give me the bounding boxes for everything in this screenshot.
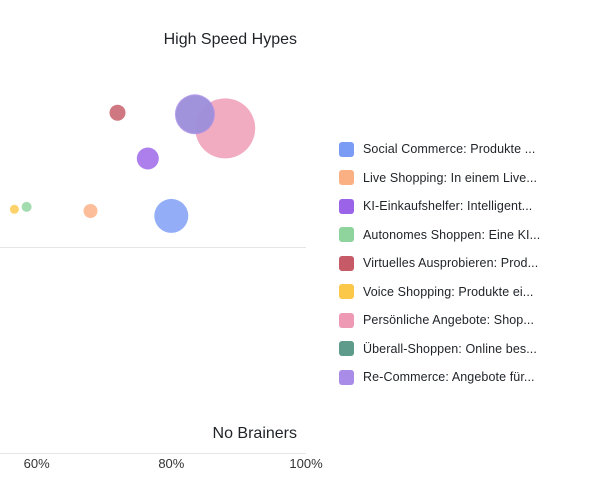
quadrant-label-bottom: No Brainers	[212, 425, 297, 442]
legend-swatch	[339, 141, 354, 157]
legend-label: Persönliche Angebote: Shop...	[363, 313, 535, 328]
legend-swatch	[339, 312, 354, 328]
legend-label: KI-Einkaufshelfer: Intelligent...	[363, 199, 533, 214]
legend-label: Voice Shopping: Produkte ei...	[363, 284, 534, 299]
legend-swatch	[339, 284, 354, 300]
legend-swatch	[339, 341, 354, 357]
legend-item[interactable]: Social Commerce: Produkte ...	[339, 135, 540, 164]
bubble-3	[136, 147, 159, 170]
legend-item[interactable]: Persönliche Angebote: Shop...	[339, 306, 540, 335]
legend-item[interactable]: Live Shopping: In einem Live...	[339, 164, 540, 193]
legend-swatch	[339, 198, 354, 214]
legend-swatch	[339, 170, 354, 186]
bubble-5	[109, 104, 126, 121]
bubble-1	[154, 198, 189, 233]
legend-swatch	[339, 369, 354, 385]
legend-item[interactable]: Überall-Shoppen: Online bes...	[339, 335, 540, 364]
bubble-2	[83, 204, 98, 218]
plot-lines	[0, 247, 306, 454]
bubbles-layer	[9, 94, 256, 233]
legend-label: Überall-Shoppen: Online bes...	[363, 341, 537, 356]
legend-label: Social Commerce: Produkte ...	[363, 142, 536, 157]
legend-item[interactable]: Autonomes Shoppen: Eine KI...	[339, 221, 540, 250]
legend-label: Virtuelles Ausprobieren: Prod...	[363, 256, 539, 271]
legend: Social Commerce: Produkte ... Live Shoppi…	[339, 135, 540, 392]
legend-swatch	[339, 255, 354, 271]
bubble-4	[21, 201, 32, 212]
bubble-9	[174, 94, 215, 135]
quadrant-label-top: High Speed Hypes	[163, 31, 297, 48]
legend-item[interactable]: Virtuelles Ausprobieren: Prod...	[339, 249, 540, 278]
legend-swatch	[339, 227, 354, 243]
legend-item[interactable]: KI-Einkaufshelfer: Intelligent...	[339, 192, 540, 221]
x-tick-label: 80%	[158, 456, 185, 471]
x-tick-label: 100%	[289, 456, 323, 471]
bubble-6	[9, 204, 19, 214]
legend-item[interactable]: Voice Shopping: Produkte ei...	[339, 278, 540, 307]
legend-label: Re-Commerce: Angebote für...	[363, 370, 535, 385]
legend-label: Live Shopping: In einem Live...	[363, 170, 538, 185]
legend-item[interactable]: Re-Commerce: Angebote für...	[339, 363, 540, 392]
legend-label: Autonomes Shoppen: Eine KI...	[363, 227, 541, 242]
x-tick-label: 60%	[23, 456, 50, 471]
